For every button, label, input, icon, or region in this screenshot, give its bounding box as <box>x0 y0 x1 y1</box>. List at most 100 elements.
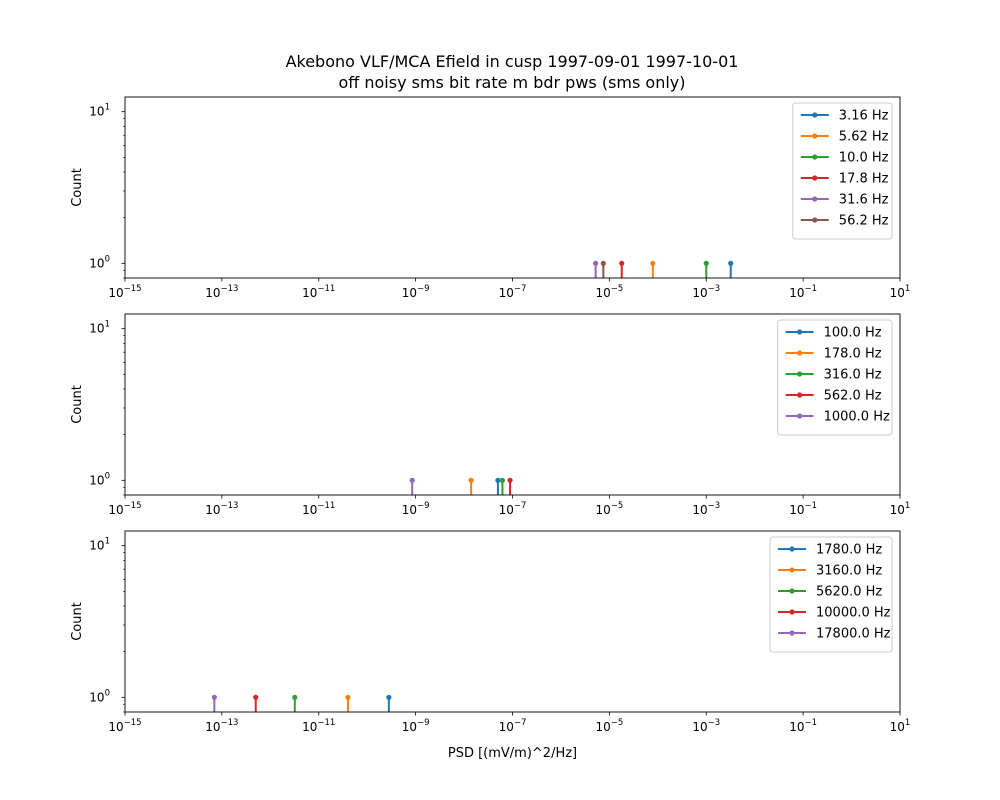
tick-exponent: −5 <box>611 501 624 511</box>
series-point <box>499 477 506 483</box>
x-tick-label: 101 <box>890 718 911 734</box>
tick-exponent: 1 <box>105 537 110 547</box>
tick-base: 10 <box>595 286 610 300</box>
tick-exponent: −1 <box>805 501 818 511</box>
figure-title-line1: Akebono VLF/MCA Efield in cusp 1997-09-0… <box>286 52 739 71</box>
legend-swatch-marker <box>789 609 795 615</box>
tick-exponent: −9 <box>417 718 430 728</box>
x-tick-label: 10−7 <box>499 718 527 734</box>
legend-swatch-marker <box>797 350 803 356</box>
legend-swatch-marker <box>797 413 803 419</box>
x-axis-label: PSD [(mV/m)^2/Hz] <box>448 746 577 761</box>
x-tick-label: 10−9 <box>402 284 430 300</box>
tick-exponent: −7 <box>514 718 527 728</box>
x-tick-label: 10−13 <box>205 718 238 734</box>
legend-swatch-marker <box>812 154 818 160</box>
tick-exponent: −5 <box>611 284 624 294</box>
series-point <box>593 260 599 266</box>
legend-label: 562.0 Hz <box>824 389 882 404</box>
tick-base: 10 <box>89 105 104 119</box>
tick-base: 10 <box>89 690 104 704</box>
legend-swatch-marker <box>789 567 795 573</box>
series-point <box>495 477 501 483</box>
tick-base: 10 <box>692 503 707 517</box>
tick-exponent: 0 <box>105 254 110 264</box>
tick-base: 10 <box>89 256 104 270</box>
series-point <box>292 694 298 700</box>
tick-exponent: −5 <box>611 718 624 728</box>
y-tick-label: 100 <box>89 471 110 487</box>
legend-swatch-marker <box>797 329 803 335</box>
series-point <box>409 477 415 483</box>
tick-base: 10 <box>108 503 123 517</box>
y-axis-label: Count <box>70 385 85 424</box>
tick-base: 10 <box>890 503 905 517</box>
legend-swatch-marker <box>812 112 818 118</box>
series-point <box>211 694 217 700</box>
tick-base: 10 <box>89 322 104 336</box>
tick-exponent: 1 <box>105 103 110 113</box>
y-tick-label: 100 <box>89 688 110 704</box>
legend-label: 3.16 Hz <box>839 109 889 124</box>
series-point <box>253 694 259 700</box>
tick-base: 10 <box>499 720 514 734</box>
legend-label: 31.6 Hz <box>839 193 889 208</box>
tick-base: 10 <box>499 503 514 517</box>
series-point <box>386 694 392 700</box>
x-tick-label: 10−1 <box>789 501 817 517</box>
tick-exponent: −3 <box>708 284 721 294</box>
tick-exponent: 1 <box>105 320 110 330</box>
plot-frame <box>124 530 901 713</box>
series-point <box>345 694 351 700</box>
legend-label: 1780.0 Hz <box>816 543 882 558</box>
tick-exponent: −1 <box>805 284 818 294</box>
legend: 1780.0 Hz 3160.0 Hz 5620.0 Hz 10000.0 Hz 178… <box>769 536 893 653</box>
y-tick-label: 101 <box>89 320 110 336</box>
x-tick-label: 10−7 <box>499 501 527 517</box>
tick-base: 10 <box>890 720 905 734</box>
tick-exponent: 0 <box>105 688 110 698</box>
x-tick-label: 10−5 <box>595 501 623 517</box>
legend-swatch-marker <box>812 175 818 181</box>
x-tick-label: 10−1 <box>789 284 817 300</box>
legend-label: 10000.0 Hz <box>816 606 891 621</box>
x-tick-label: 101 <box>890 501 911 517</box>
plot-frame <box>124 96 901 279</box>
y-axis-label: Count <box>70 602 85 641</box>
legend-label: 3160.0 Hz <box>816 564 882 579</box>
tick-exponent: −15 <box>124 718 142 728</box>
tick-base: 10 <box>108 286 123 300</box>
legend-label: 5.62 Hz <box>839 130 889 145</box>
legend-swatch-marker <box>797 392 803 398</box>
y-tick-label: 101 <box>89 537 110 553</box>
x-tick-label: 10−5 <box>595 284 623 300</box>
x-tick-label: 10−5 <box>595 718 623 734</box>
tick-base: 10 <box>402 503 417 517</box>
legend-box <box>769 536 893 653</box>
x-tick-label: 10−1 <box>789 718 817 734</box>
tick-exponent: −7 <box>514 284 527 294</box>
legend-swatch-marker <box>812 133 818 139</box>
tick-base: 10 <box>205 286 220 300</box>
tick-exponent: −11 <box>317 718 335 728</box>
plot-frame <box>124 313 901 496</box>
x-tick-label: 10−9 <box>402 501 430 517</box>
tick-exponent: −13 <box>221 284 239 294</box>
legend-label: 178.0 Hz <box>824 347 882 362</box>
series-point <box>507 477 513 483</box>
legend-label: 17800.0 Hz <box>816 627 891 642</box>
tick-base: 10 <box>890 286 905 300</box>
y-tick-label: 100 <box>89 254 110 270</box>
tick-exponent: −9 <box>417 501 430 511</box>
tick-exponent: −3 <box>708 501 721 511</box>
legend-swatch-marker <box>812 196 818 202</box>
tick-base: 10 <box>499 286 514 300</box>
x-tick-label: 10−3 <box>692 284 720 300</box>
tick-exponent: −13 <box>221 501 239 511</box>
tick-exponent: 0 <box>105 471 110 481</box>
tick-base: 10 <box>89 539 104 553</box>
